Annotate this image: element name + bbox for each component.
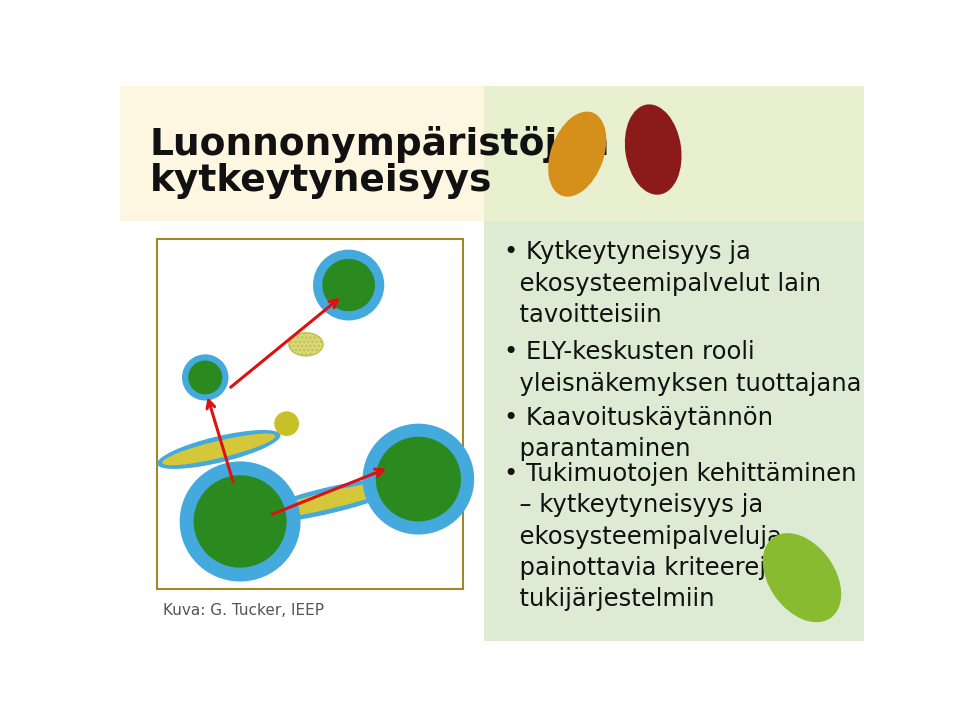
Text: • Kytkeytyneisyys ja
  ekosysteemipalvelut lain
  tavoitteisiin: • Kytkeytyneisyys ja ekosysteemipalvelut… — [504, 240, 821, 327]
Ellipse shape — [548, 112, 607, 197]
Bar — [484, 86, 864, 221]
Text: • ELY-keskusten rooli
  yleisnäkemyksen tuottajana: • ELY-keskusten rooli yleisnäkemyksen tu… — [504, 341, 861, 396]
Bar — [157, 239, 464, 589]
Bar — [120, 86, 484, 221]
Text: • Tukimuotojen kehittäminen
  – kytkeytyneisyys ja
  ekosysteemipalveluja
  pain: • Tukimuotojen kehittäminen – kytkeytyne… — [504, 462, 856, 611]
Circle shape — [313, 250, 384, 320]
Circle shape — [188, 361, 223, 395]
Text: • Kaavoituskäytännön
  parantaminen: • Kaavoituskäytännön parantaminen — [504, 406, 773, 462]
Circle shape — [194, 475, 287, 567]
Circle shape — [182, 354, 228, 400]
Ellipse shape — [763, 533, 841, 622]
Ellipse shape — [162, 433, 276, 465]
Circle shape — [275, 411, 299, 436]
Circle shape — [180, 462, 300, 582]
Ellipse shape — [625, 104, 682, 194]
Text: Kuva: G. Tucker, IEEP: Kuva: G. Tucker, IEEP — [163, 603, 324, 618]
Circle shape — [363, 423, 474, 534]
Text: Luonnonympäristöjen: Luonnonympäristöjen — [150, 127, 610, 163]
Ellipse shape — [157, 430, 280, 469]
Circle shape — [375, 437, 461, 521]
Ellipse shape — [253, 480, 405, 520]
Circle shape — [323, 259, 375, 311]
Text: kytkeytyneisyys: kytkeytyneisyys — [150, 163, 492, 199]
Ellipse shape — [289, 333, 324, 356]
Bar — [120, 221, 484, 641]
Bar — [484, 221, 864, 641]
Ellipse shape — [247, 477, 411, 523]
